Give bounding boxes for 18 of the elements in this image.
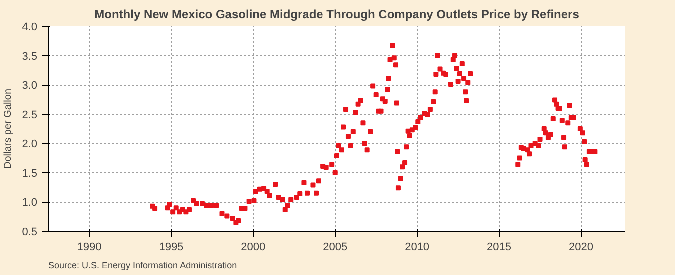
x-tick-label: 1990 [77, 242, 102, 254]
y-axis-title: Dollars per Gallon [3, 88, 14, 170]
y-tick-label: 3.0 [22, 80, 38, 92]
y-tick-label: 2.0 [22, 138, 38, 151]
y-tick-label: 1.5 [22, 168, 38, 180]
x-tick-label: 1995 [159, 242, 184, 254]
chart-title: Monthly New Mexico Gasoline Midgrade Through Company Outlets Price by Refiners [94, 8, 580, 22]
x-tick-label: 2020 [569, 242, 594, 254]
y-tick-label: 4.0 [22, 22, 38, 34]
x-tick-label: 2000 [241, 242, 266, 254]
y-tick-label: 2.5 [22, 109, 38, 122]
x-tick-label: 2015 [487, 242, 512, 254]
x-tick-label: 2005 [323, 242, 348, 254]
x-tick-label: 2010 [405, 242, 430, 254]
source-note: Source: U.S. Energy Information Administration [48, 260, 238, 270]
y-tick-label: 3.5 [22, 50, 38, 63]
y-tick-label: 1.0 [22, 197, 38, 210]
y-tick-label: 0.5 [22, 226, 38, 238]
